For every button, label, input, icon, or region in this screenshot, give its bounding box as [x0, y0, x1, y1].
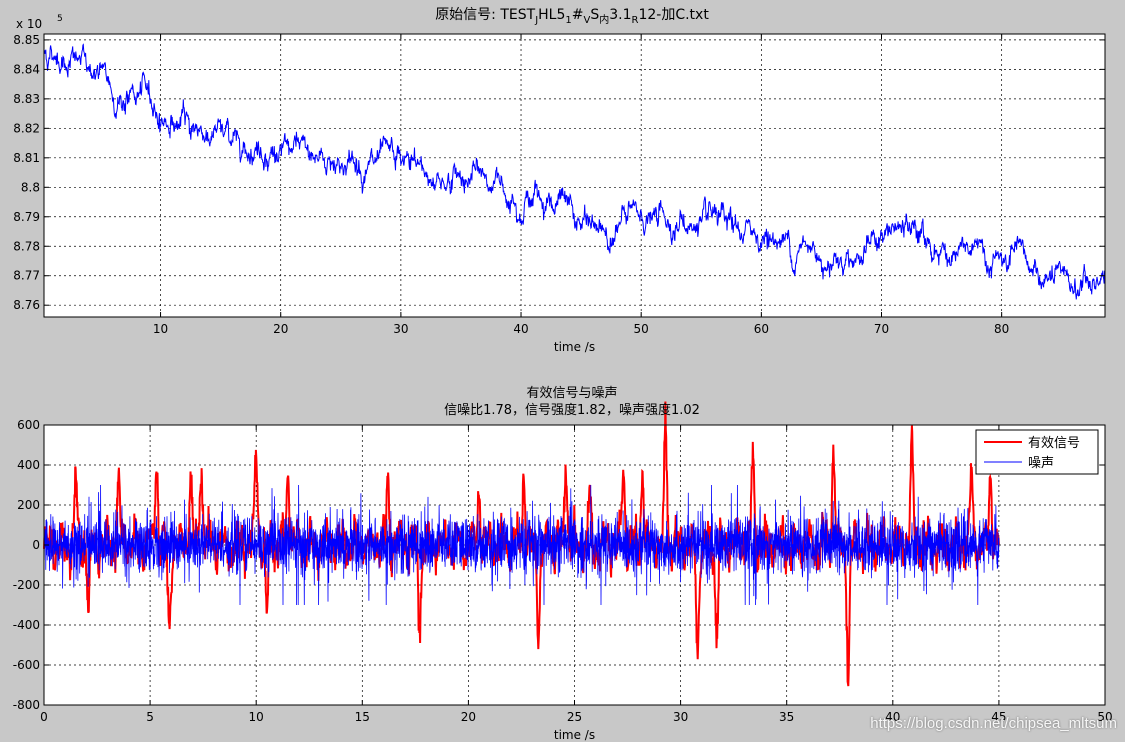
top-chart-x-tick-label: 30 — [393, 322, 408, 336]
top-chart-y-tick-label: 8.83 — [13, 92, 40, 106]
bottom-chart-y-tick-label: 600 — [17, 418, 40, 432]
top-chart-y-tick-label: 8.82 — [13, 121, 40, 135]
top-chart-y-tick-label: 8.76 — [13, 298, 40, 312]
top-chart-y-tick-label: 8.78 — [13, 239, 40, 253]
top-chart-x-tick-label: 50 — [634, 322, 649, 336]
top-chart-y-tick-label: 8.84 — [13, 62, 40, 76]
top-chart-y-tick-label: 8.77 — [13, 269, 40, 283]
bottom-chart-y-tick-label: -800 — [13, 698, 40, 712]
top-chart-y-multiplier-exp: 5 — [57, 14, 63, 24]
legend-box — [975, 429, 1099, 475]
legend-entry: 噪声 — [1028, 456, 1054, 471]
bottom-chart-y-tick-label: 200 — [17, 498, 40, 512]
top-chart-x-tick-label: 40 — [513, 322, 528, 336]
bottom-chart-x-tick-label: 30 — [673, 710, 688, 724]
bottom-chart-x-tick-label: 35 — [779, 710, 794, 724]
bottom-chart-x-tick-label: 25 — [567, 710, 582, 724]
watermark: https://blog.csdn.net/chipsea_mltsum — [870, 715, 1117, 732]
bottom-chart-x-tick-label: 20 — [461, 710, 476, 724]
top-chart-y-multiplier: x 10 — [16, 17, 42, 31]
top-chart-y-tick-label: 8.85 — [13, 33, 40, 47]
top-chart-x-tick-label: 70 — [874, 322, 889, 336]
top-chart-x-tick-label: 80 — [994, 322, 1009, 336]
bottom-chart-x-tick-label: 5 — [146, 710, 154, 724]
top-chart-x-tick-label: 10 — [153, 322, 168, 336]
top-chart-grid — [44, 34, 1105, 317]
top-chart-title: 原始信号: TESTJHL51#VS内3.1R12-加C.txt — [435, 7, 709, 26]
bottom-chart-x-tick-label: 45 — [991, 710, 1006, 724]
bottom-chart-noise-line — [43, 484, 1000, 606]
top-chart-x-axis-label: time /s — [554, 340, 595, 354]
top-chart-signal-line — [43, 43, 1106, 300]
top-chart-y-tick-label: 8.81 — [13, 151, 40, 165]
bottom-chart-y-tick-label: -600 — [13, 658, 40, 672]
bottom-chart-y-tick-label: -200 — [13, 578, 40, 592]
bottom-chart-title: 有效信号与噪声 — [526, 386, 617, 401]
legend-entry: 有效信号 — [1028, 436, 1080, 451]
top-chart-plot-area — [44, 34, 1105, 317]
bottom-chart-x-tick-label: 15 — [355, 710, 370, 724]
bottom-chart-x-tick-label: 10 — [249, 710, 264, 724]
bottom-chart-x-tick-label: 50 — [1097, 710, 1112, 724]
top-chart-y-tick-label: 8.79 — [13, 210, 40, 224]
top-chart-x-tick-label: 20 — [273, 322, 288, 336]
bottom-chart-x-tick-label: 0 — [40, 710, 48, 724]
bottom-chart-x-axis-label: time /s — [554, 728, 595, 742]
top-chart-x-tick-label: 60 — [754, 322, 769, 336]
bottom-chart-y-tick-label: -400 — [13, 618, 40, 632]
bottom-chart-y-tick-label: 400 — [17, 458, 40, 472]
top-chart-frame — [43, 33, 1106, 318]
bottom-chart-x-tick-label: 40 — [885, 710, 900, 724]
top-chart-y-tick-label: 8.8 — [21, 180, 40, 194]
bottom-chart-y-tick-label: 0 — [32, 538, 40, 552]
bottom-chart-subtitle: 信噪比1.78，信号强度1.82，噪声强度1.02 — [444, 402, 700, 418]
